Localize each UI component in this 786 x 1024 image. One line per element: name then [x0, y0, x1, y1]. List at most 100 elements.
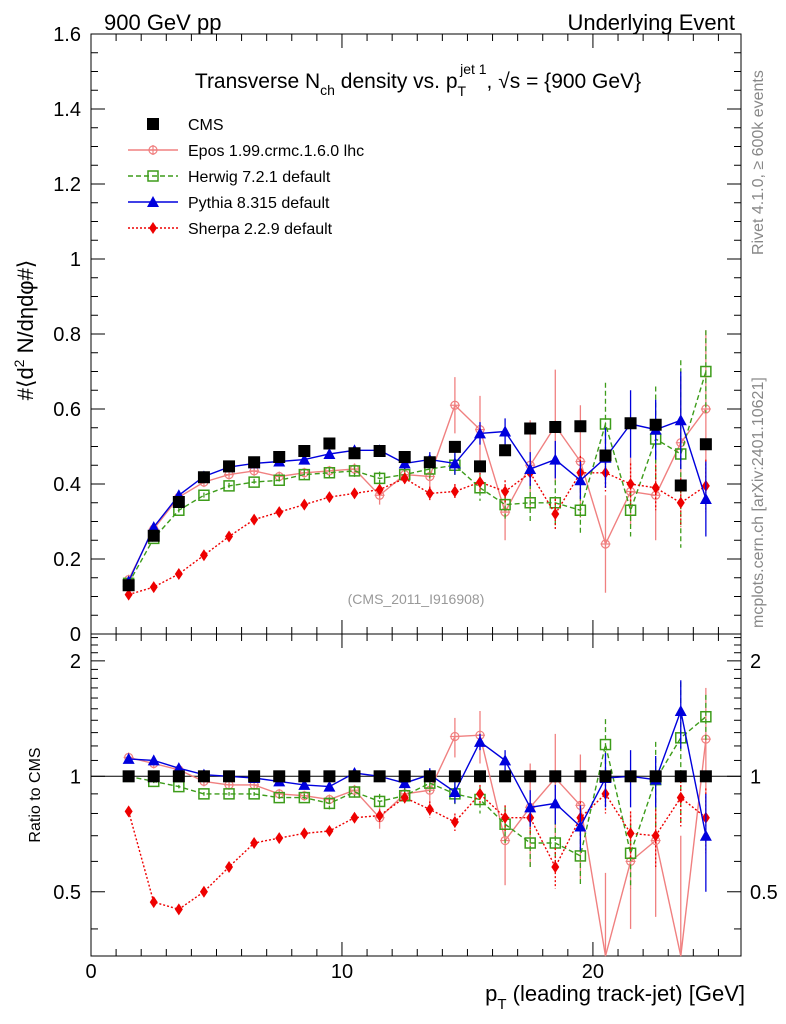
main-point [147, 529, 160, 542]
ratio-point [524, 801, 537, 813]
ratio-point [348, 770, 361, 783]
legend: CMS Epos 1.99.crmc.1.6.0 lhc Herwig 7.2.1 … [128, 117, 364, 238]
main-point [499, 498, 511, 511]
ratio-point [551, 861, 560, 874]
main-point [124, 588, 133, 601]
legend-marker [149, 222, 157, 234]
ratio-point [298, 791, 311, 804]
axes-layer: 0 10 20 0 0.2 0.4 0.6 0.8 1 1.2 1.4 1.6 0.5 0.5 1 1 2 2 [53, 24, 778, 983]
legend-label: Epos 1.99.crmc.1.6.0 lhc [188, 143, 364, 160]
main-point [250, 513, 259, 526]
ratio-point [400, 791, 409, 804]
ratio-point [699, 829, 712, 841]
ratio-tick-label-right: 1 [750, 766, 761, 788]
y-tick-label: 1.2 [53, 174, 81, 196]
legend-item: Pythia 8.315 default [128, 195, 330, 212]
ratio-data-layer [122, 680, 712, 957]
main-point [298, 453, 311, 465]
main-point [551, 508, 560, 520]
main-point [574, 420, 587, 433]
ratio-point [499, 770, 512, 783]
ratio-point [273, 791, 285, 804]
ratio-point [574, 770, 587, 783]
legend-item: CMS [147, 117, 224, 134]
main-point [624, 417, 637, 430]
ratio-point [423, 770, 436, 783]
ratio-point [198, 788, 210, 800]
main-point [574, 474, 587, 486]
main-point [323, 448, 336, 459]
ratio-point [473, 735, 486, 747]
main-point [676, 496, 685, 509]
main-point [273, 474, 285, 486]
ratio-point [300, 827, 309, 840]
ratio-point [172, 770, 185, 783]
ratio-point [223, 788, 235, 800]
main-data-layer [122, 330, 712, 601]
ratio-point [325, 825, 334, 838]
ratio-point [651, 829, 660, 842]
legend-item: Epos 1.99.crmc.1.6.0 lhc [128, 143, 364, 160]
y-axis-label: #⟨d2 N/dηdφ#⟩ [11, 260, 38, 401]
x-tick-label: 20 [582, 961, 604, 983]
main-point [298, 445, 311, 457]
main-point [425, 487, 434, 500]
legend-label: Sherpa 2.2.9 default [188, 221, 333, 238]
ratio-point [574, 820, 587, 832]
ratio-point [449, 731, 460, 742]
ratio-point [624, 770, 637, 783]
main-point [524, 422, 537, 435]
ratio-y-axis-label: Ratio to CMS [27, 747, 44, 842]
main-point [524, 463, 537, 474]
main-point [298, 468, 311, 481]
ratio-point [275, 832, 284, 845]
legend-label: Herwig 7.2.1 default [188, 169, 331, 186]
main-series-0 [122, 417, 712, 592]
ratio-point [350, 811, 359, 824]
ratio-point [298, 770, 311, 783]
ratio-point [524, 837, 536, 849]
ratio-point [248, 770, 261, 783]
y-tick-label: 1.4 [53, 99, 81, 121]
main-series-line [127, 419, 707, 582]
ratio-series-line [127, 792, 707, 911]
main-point [549, 421, 562, 433]
main-point [674, 479, 687, 492]
main-point [198, 489, 210, 501]
main-point [225, 530, 234, 543]
main-point [450, 485, 459, 498]
y-tick-label: 0.2 [53, 549, 81, 571]
main-point [398, 451, 411, 463]
legend-marker [147, 170, 159, 182]
main-point [448, 440, 461, 453]
legend-label: Pythia 8.315 default [188, 195, 330, 212]
x-axis-label: pT (leading track-jet) [GeV] [485, 981, 745, 1013]
ratio-point [248, 788, 260, 800]
main-point [449, 400, 460, 411]
ratio-series-line [128, 708, 707, 836]
ratio-point [122, 752, 135, 764]
main-series-line [127, 371, 707, 584]
x-tick-label: 0 [85, 961, 96, 983]
ratio-point [398, 770, 411, 783]
ratio-point [676, 791, 685, 804]
ratio-point [626, 827, 635, 840]
main-point [599, 449, 612, 462]
ratio-point [348, 786, 361, 798]
x-tick-label: 10 [331, 961, 353, 983]
main-point [524, 497, 536, 509]
mcplots-label: mcplots.cern.ch [arXiv:2401.10621] [750, 377, 767, 628]
ratio-plot-frame [90, 633, 742, 957]
main-point [147, 521, 160, 533]
ratio-point [549, 770, 562, 783]
main-point [223, 480, 235, 492]
ratio-point [373, 770, 386, 783]
legend-item: Herwig 7.2.1 default [128, 169, 331, 186]
main-point [325, 491, 334, 504]
y-tick-label: 0.6 [53, 399, 81, 421]
main-point [248, 476, 260, 488]
legend-item: Sherpa 2.2.9 default [128, 221, 333, 238]
main-point [649, 418, 662, 431]
main-point [549, 453, 562, 465]
ratio-point [499, 754, 512, 766]
